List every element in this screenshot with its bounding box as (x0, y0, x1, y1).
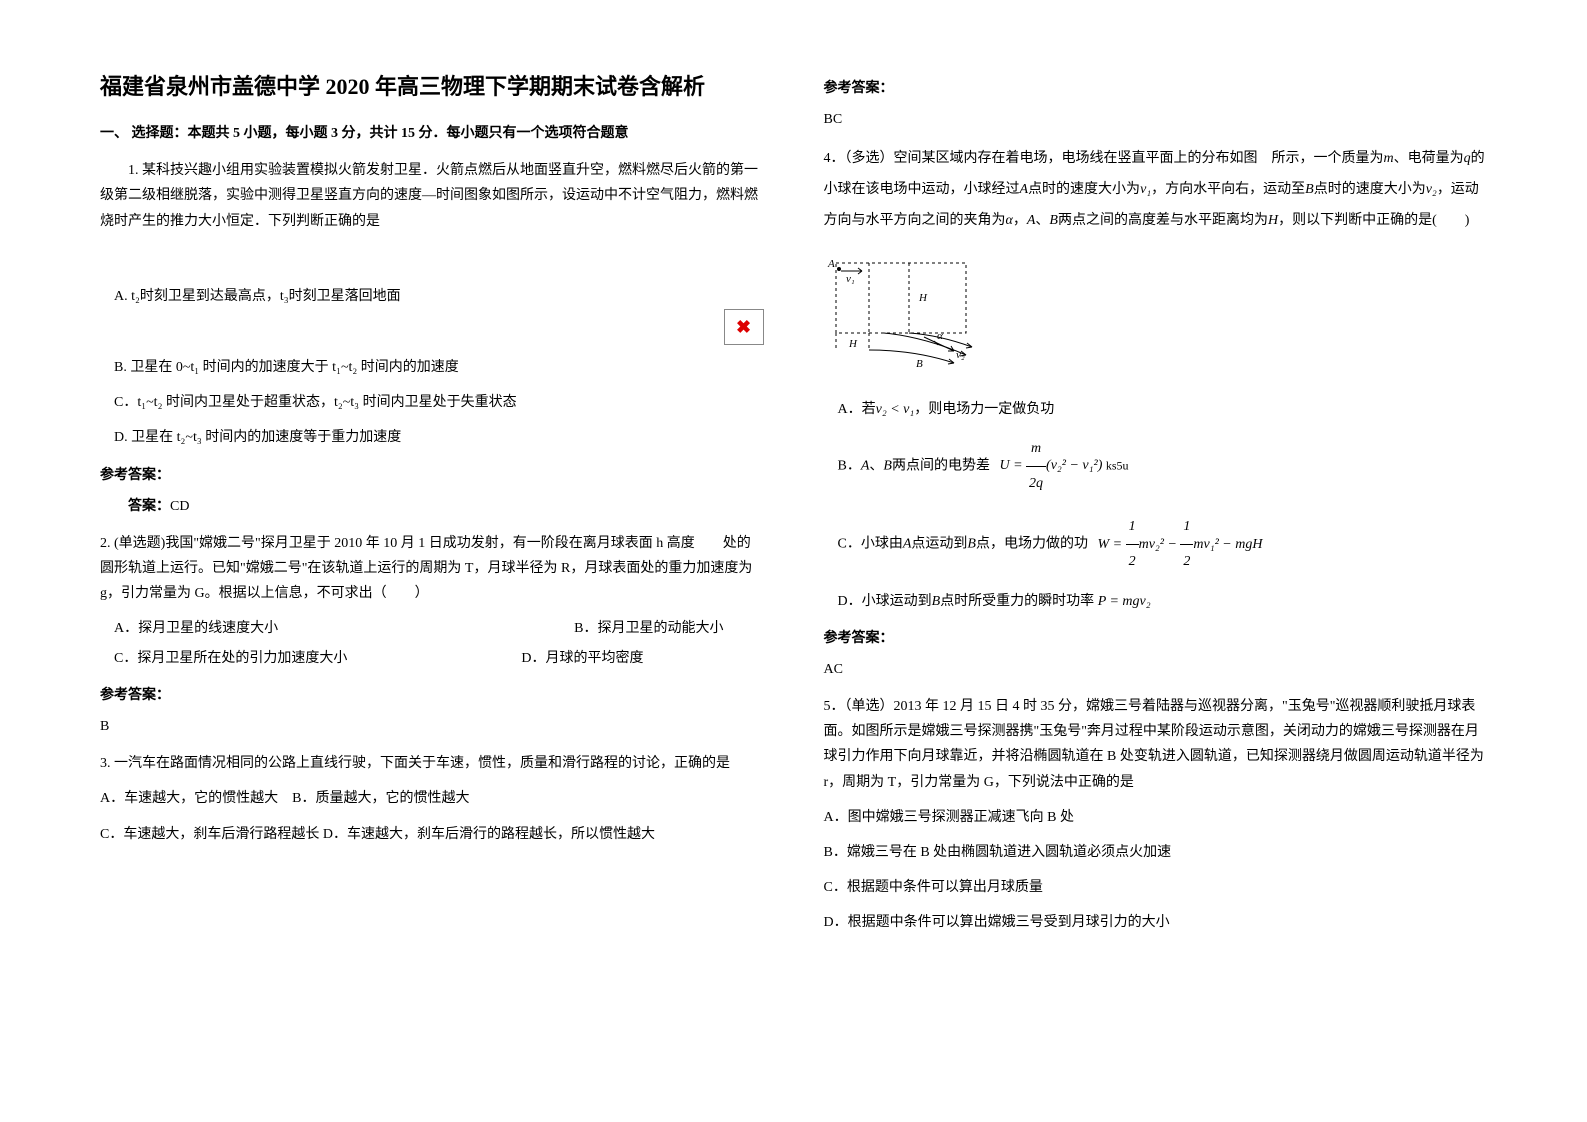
question-2: 2. (单选题)我国"嫦娥二号"探月卫星于 2010 年 10 月 1 日成功发… (100, 531, 764, 671)
formula-v2-lt-v1: v₂ < v₁ (876, 402, 915, 417)
q1-stem: 1. 某科技兴趣小组用实验装置模拟火箭发射卫星．火箭点燃后从地面竖直升空，燃料燃… (100, 158, 764, 234)
page-title: 福建省泉州市盖德中学 2020 年高三物理下学期期末试卷含解析 (100, 70, 764, 103)
q4-answer: AC (824, 657, 1488, 682)
q1-answer: 答案：CD (100, 494, 764, 519)
svg-text:H: H (848, 338, 858, 350)
q4-option-d: D．小球运动到B点时所受重力的瞬时功率 P = mgv₂ (824, 589, 1488, 614)
section-1-head: 一、 选择题：本题共 5 小题，每小题 3 分，共计 15 分．每小题只有一个选… (100, 121, 764, 146)
question-3: 3. 一汽车在路面情况相同的公路上直线行驶，下面关于车速，惯性，质量和滑行路程的… (100, 751, 764, 847)
q5-option-a: A．图中嫦娥三号探测器正减速飞向 B 处 (824, 805, 1488, 830)
svg-text:α: α (937, 330, 943, 342)
q2-options-row2: C．探月卫星所在处的引力加速度大小 D．月球的平均密度 (100, 646, 764, 671)
q4-stem: 4．（多选）空间某区域内存在着电场，电场线在竖直平面上的分布如图 所示，一个质量… (824, 144, 1488, 236)
svg-text:H: H (918, 292, 928, 304)
formula-W: W = 12mv₂² − 12mv₁² − mgH (1097, 537, 1262, 552)
q3-options-cd: C．车速越大，刹车后滑行路程越长 D．车速越大，刹车后滑行的路程越长，所以惯性越… (100, 822, 764, 847)
q2-answer: B (100, 714, 764, 739)
q4-answer-label: 参考答案： (824, 626, 1488, 651)
q2-option-c: C．探月卫星所在处的引力加速度大小 (100, 646, 481, 671)
q4-field-diagram: A v₁ H H α v₂ B (824, 255, 984, 370)
q2-stem: 2. (单选题)我国"嫦娥二号"探月卫星于 2010 年 10 月 1 日成功发… (100, 531, 764, 607)
q2-option-a: A．探月卫星的线速度大小 (100, 616, 534, 641)
question-4: 4．（多选）空间某区域内存在着电场，电场线在竖直平面上的分布如图 所示，一个质量… (824, 144, 1488, 613)
q4-option-c: C．小球由A点运动到B点，电场力做的功 W = 12mv₂² − 12mv₁² … (824, 510, 1488, 578)
q2-option-b: B．探月卫星的动能大小 (574, 616, 723, 641)
q5-option-c: C．根据题中条件可以算出月球质量 (824, 875, 1488, 900)
q2-options-row1: A．探月卫星的线速度大小 B．探月卫星的动能大小 (100, 616, 764, 641)
q3-stem: 3. 一汽车在路面情况相同的公路上直线行驶，下面关于车速，惯性，质量和滑行路程的… (100, 751, 764, 776)
q1-option-d: D. 卫星在 t₂~t₃ 时间内的加速度等于重力加速度 (100, 425, 764, 450)
q1-option-a: A. t₂时刻卫星到达最高点，t₃时刻卫星落回地面 (100, 284, 764, 309)
left-column: 福建省泉州市盖德中学 2020 年高三物理下学期期末试卷含解析 一、 选择题：本… (90, 70, 794, 1082)
svg-text:v₁: v₁ (846, 273, 855, 285)
formula-U: U = m2q(v₂² − v₁²) (999, 458, 1105, 473)
question-1: 1. 某科技兴趣小组用实验装置模拟火箭发射卫星．火箭点燃后从地面竖直升空，燃料燃… (100, 158, 764, 450)
q4-option-b: B．A、B两点间的电势差 U = m2q(v₂² − v₁²) ks5u (824, 432, 1488, 500)
right-column: 参考答案： BC 4．（多选）空间某区域内存在着电场，电场线在竖直平面上的分布如… (794, 70, 1498, 1082)
q3-answer: BC (824, 107, 1488, 132)
q1-answer-label: 参考答案： (100, 463, 764, 488)
q1-option-b: B. 卫星在 0~t₁ 时间内的加速度大于 t₁~t₂ 时间内的加速度 (100, 355, 764, 380)
svg-text:v₂: v₂ (956, 349, 965, 361)
question-5: 5．（单选）2013 年 12 月 15 日 4 时 35 分，嫦娥三号着陆器与… (824, 694, 1488, 936)
q5-option-b: B．嫦娥三号在 B 处由椭圆轨道进入圆轨道必须点火加速 (824, 840, 1488, 865)
q2-option-d: D．月球的平均密度 (521, 646, 643, 671)
q4-option-a: A．若v₂ < v₁，则电场力一定做负功 (824, 397, 1488, 422)
q2-answer-label: 参考答案： (100, 683, 764, 708)
formula-P: P = mgv₂ (1098, 594, 1151, 609)
q1-option-c: C．t₁~t₂ 时间内卫星处于超重状态，t₂~t₃ 时间内卫星处于失重状态 (100, 390, 764, 415)
broken-image-icon (724, 309, 764, 345)
svg-text:B: B (916, 358, 923, 370)
q5-stem: 5．（单选）2013 年 12 月 15 日 4 时 35 分，嫦娥三号着陆器与… (824, 694, 1488, 795)
q3-options-ab: A．车速越大，它的惯性越大 B．质量越大，它的惯性越大 (100, 786, 764, 811)
q5-option-d: D．根据题中条件可以算出嫦娥三号受到月球引力的大小 (824, 910, 1488, 935)
svg-text:A: A (827, 258, 835, 270)
q3-answer-label: 参考答案： (824, 76, 1488, 101)
